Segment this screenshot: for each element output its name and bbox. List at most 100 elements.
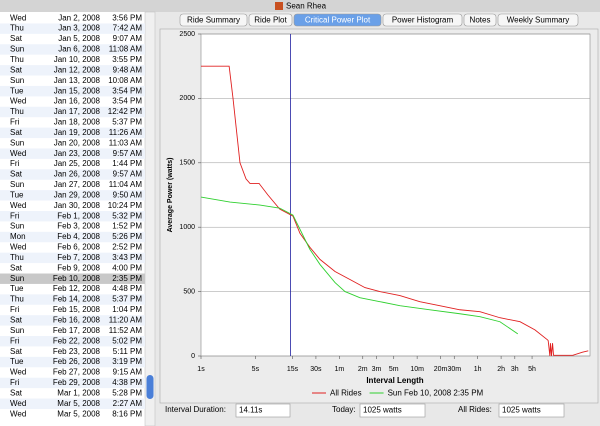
ride-day[interactable]: Fri — [10, 118, 20, 127]
ride-time[interactable]: 11:08 AM — [109, 45, 143, 54]
ride-day[interactable]: Sat — [10, 34, 23, 43]
tab-label[interactable]: Ride Plot — [254, 16, 287, 25]
ride-day[interactable]: Sat — [10, 347, 23, 356]
ride-day[interactable]: Thu — [10, 253, 24, 262]
tab-label[interactable]: Power Histogram — [392, 16, 454, 25]
ride-date[interactable]: Mar 5, 2008 — [57, 399, 100, 408]
ride-day[interactable]: Wed — [10, 243, 26, 252]
ride-time[interactable]: 5:32 PM — [112, 211, 142, 220]
ride-day[interactable]: Tue — [10, 190, 24, 199]
ride-date[interactable]: Feb 27, 2008 — [53, 368, 101, 377]
ride-date[interactable]: Jan 3, 2008 — [58, 24, 100, 33]
ride-time[interactable]: 2:52 PM — [112, 243, 142, 252]
ride-date[interactable]: Jan 13, 2008 — [54, 76, 101, 85]
ride-day[interactable]: Wed — [10, 399, 26, 408]
ride-date[interactable]: Jan 26, 2008 — [54, 170, 101, 179]
ride-date[interactable]: Feb 1, 2008 — [57, 211, 100, 220]
ride-day[interactable]: Sat — [10, 315, 23, 324]
ride-day[interactable]: Tue — [10, 284, 24, 293]
ride-time[interactable]: 5:37 PM — [112, 118, 142, 127]
ride-date[interactable]: Feb 3, 2008 — [57, 222, 100, 231]
ride-day[interactable]: Sat — [10, 388, 23, 397]
ride-day[interactable]: Tue — [10, 86, 24, 95]
ride-date[interactable]: Mar 1, 2008 — [57, 388, 100, 397]
ride-time[interactable]: 9:15 AM — [113, 368, 143, 377]
ride-day[interactable]: Sat — [10, 170, 23, 179]
ride-time[interactable]: 3:54 PM — [112, 97, 142, 106]
ride-date[interactable]: Jan 23, 2008 — [54, 149, 101, 158]
ride-date[interactable]: Feb 7, 2008 — [57, 253, 100, 262]
duration-box[interactable] — [235, 403, 291, 418]
ride-day[interactable]: Sun — [10, 326, 24, 335]
ride-date[interactable]: Feb 23, 2008 — [53, 347, 101, 356]
ride-time[interactable]: 5:02 PM — [112, 336, 142, 345]
ride-date[interactable]: Jan 17, 2008 — [54, 107, 101, 116]
ride-day[interactable]: Wed — [10, 201, 26, 210]
ride-day[interactable]: Wed — [10, 97, 26, 106]
ride-day[interactable]: Sun — [10, 45, 24, 54]
ride-day[interactable]: Sun — [10, 138, 24, 147]
all-rides-box[interactable] — [498, 403, 565, 418]
ride-date[interactable]: Jan 18, 2008 — [54, 118, 101, 127]
ride-day[interactable]: Wed — [10, 13, 26, 22]
ride-time[interactable]: 9:07 AM — [113, 34, 143, 43]
ride-date[interactable]: Feb 16, 2008 — [53, 315, 101, 324]
ride-date[interactable]: Jan 5, 2008 — [58, 34, 100, 43]
ride-time[interactable]: 4:00 PM — [112, 263, 142, 272]
tab[interactable] — [497, 13, 579, 27]
ride-time[interactable]: 5:37 PM — [112, 295, 142, 304]
ride-time[interactable]: 10:08 AM — [108, 76, 142, 85]
ride-day[interactable]: Wed — [10, 409, 26, 418]
ride-date[interactable]: Jan 10, 2008 — [54, 55, 101, 64]
ride-date[interactable]: Feb 29, 2008 — [53, 378, 101, 387]
ride-time[interactable]: 2:27 AM — [113, 399, 143, 408]
ride-time[interactable]: 3:54 PM — [112, 86, 142, 95]
ride-date[interactable]: Feb 17, 2008 — [53, 326, 101, 335]
ride-day[interactable]: Sat — [10, 65, 23, 74]
ride-time[interactable]: 3:56 PM — [112, 13, 142, 22]
ride-date[interactable]: Jan 29, 2008 — [54, 190, 101, 199]
ride-time[interactable]: 11:20 AM — [109, 315, 143, 324]
tab-label[interactable]: Weekly Summary — [507, 16, 570, 25]
ride-date[interactable]: Feb 4, 2008 — [57, 232, 100, 241]
ride-time[interactable]: 4:48 PM — [112, 284, 142, 293]
ride-time[interactable]: 5:26 PM — [112, 232, 142, 241]
ride-date[interactable]: Feb 6, 2008 — [57, 243, 100, 252]
ride-time[interactable]: 11:52 AM — [109, 326, 143, 335]
ride-date[interactable]: Jan 20, 2008 — [54, 138, 101, 147]
ride-date[interactable]: Jan 25, 2008 — [54, 159, 101, 168]
ride-date[interactable]: Feb 12, 2008 — [53, 284, 101, 293]
ride-time[interactable]: 3:43 PM — [112, 253, 142, 262]
ride-date[interactable]: Feb 9, 2008 — [57, 263, 100, 272]
ride-date[interactable]: Jan 27, 2008 — [54, 180, 101, 189]
ride-day[interactable]: Mon — [10, 232, 26, 241]
today-box[interactable] — [359, 403, 426, 418]
ride-date[interactable]: Jan 30, 2008 — [54, 201, 101, 210]
ride-date[interactable]: Feb 10, 2008 — [53, 274, 101, 283]
ride-day[interactable]: Fri — [10, 378, 20, 387]
legend-label[interactable]: Sun Feb 10, 2008 2:35 PM — [388, 389, 484, 398]
tab-label[interactable]: Notes — [470, 16, 491, 25]
ride-day[interactable]: Sun — [10, 76, 24, 85]
ride-date[interactable]: Jan 15, 2008 — [54, 86, 101, 95]
tab[interactable] — [293, 13, 382, 27]
ride-time[interactable]: 4:38 PM — [112, 378, 142, 387]
scrollbar-track[interactable] — [144, 11, 156, 426]
scrollbar-thumb[interactable] — [146, 375, 154, 399]
ride-day[interactable]: Thu — [10, 24, 24, 33]
ride-date[interactable]: Feb 22, 2008 — [53, 336, 101, 345]
ride-date[interactable]: Mar 5, 2008 — [57, 409, 100, 418]
ride-time[interactable]: 9:57 AM — [113, 170, 143, 179]
ride-time[interactable]: 10:24 PM — [108, 201, 143, 210]
ride-time[interactable]: 9:50 AM — [113, 190, 143, 199]
ride-date[interactable]: Jan 12, 2008 — [54, 65, 101, 74]
tab[interactable] — [179, 13, 248, 27]
ride-time[interactable]: 1:04 PM — [112, 305, 142, 314]
tab[interactable] — [248, 13, 293, 27]
ride-date[interactable]: Jan 6, 2008 — [58, 45, 100, 54]
ride-time[interactable]: 11:04 AM — [109, 180, 143, 189]
tab[interactable] — [463, 13, 497, 27]
ride-day[interactable]: Sat — [10, 263, 23, 272]
ride-day[interactable]: Fri — [10, 336, 20, 345]
tab-label[interactable]: Critical Power Plot — [305, 16, 371, 25]
